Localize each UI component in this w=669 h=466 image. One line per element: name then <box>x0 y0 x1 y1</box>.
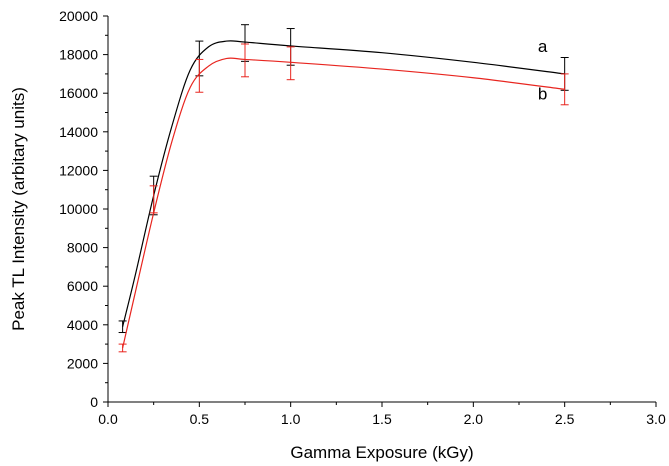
x-tick-label: 0.5 <box>190 411 210 427</box>
error-bar-b <box>241 43 249 78</box>
y-tick-label: 18000 <box>59 47 98 63</box>
error-bar-b <box>149 185 158 214</box>
x-axis-label: Gamma Exposure (kGy) <box>290 443 473 462</box>
error-bar-b <box>560 73 569 106</box>
series-line-b <box>122 57 565 349</box>
x-tick-label: 1.5 <box>372 411 392 427</box>
y-tick-label: 2000 <box>67 355 98 371</box>
y-tick-label: 0 <box>90 394 98 410</box>
y-tick-label: 6000 <box>67 278 98 294</box>
x-tick-label: 0.0 <box>98 411 118 427</box>
series-layer: ab <box>118 24 569 353</box>
x-tick-label: 3.0 <box>646 411 666 427</box>
x-tick-label: 2.5 <box>555 411 575 427</box>
axes: 0.0 0.5 1.0 1.5 2.0 2.5 3.0 0 2000 4000 6000 8000 10… <box>59 8 666 427</box>
y-tick-label: 16000 <box>59 85 98 101</box>
y-axis-label: Peak TL Intensity (arbitary units) <box>9 87 28 331</box>
x-tick-label: 1.0 <box>281 411 301 427</box>
y-tick-label: 8000 <box>67 240 98 256</box>
x-tick-label: 2.0 <box>464 411 484 427</box>
series-a: a <box>118 24 569 334</box>
series-label-a: a <box>538 37 548 56</box>
series-b: b <box>118 43 569 353</box>
error-bar-b <box>195 58 204 93</box>
series-line-a <box>122 40 565 327</box>
y-tick-label: 4000 <box>67 317 98 333</box>
error-bar-b <box>286 46 295 81</box>
y-tick-label: 20000 <box>59 8 98 24</box>
y-tick-label: 10000 <box>59 201 98 217</box>
series-label-b: b <box>538 84 547 103</box>
y-tick-label: 12000 <box>59 162 98 178</box>
y-tick-label: 14000 <box>59 124 98 140</box>
error-bar-a <box>118 320 127 334</box>
error-bar-b <box>118 343 127 353</box>
